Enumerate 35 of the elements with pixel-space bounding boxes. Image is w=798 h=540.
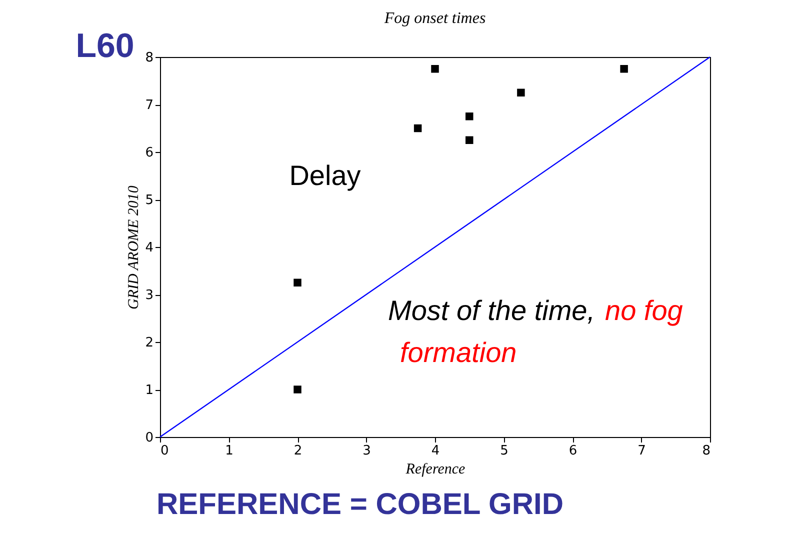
annotation: no fog (605, 295, 684, 326)
annotation: formation (400, 337, 517, 368)
x-tick-label: 2 (294, 444, 302, 458)
x-tick-label: 6 (568, 444, 578, 458)
y-tick-label: 2 (145, 336, 154, 350)
y-tick-label: 1 (145, 383, 154, 398)
annotation: Most of the time, (388, 295, 595, 326)
x-tick-label: 7 (638, 444, 646, 458)
x-tick-label: 0 (160, 444, 169, 458)
point (517, 88, 525, 96)
y-tick-label: 5 (145, 193, 154, 208)
y-axis-title: GRID AROME 2010 (126, 185, 142, 310)
point (620, 65, 628, 73)
point (294, 278, 302, 286)
point (466, 136, 474, 144)
y-tick-label: 0 (145, 430, 154, 446)
x-tick-label: 4 (431, 444, 440, 458)
y-tick-label: 7 (145, 98, 154, 113)
annotation: Delay (289, 160, 361, 191)
x-tick-label: 5 (500, 444, 508, 458)
y-tick-label: 6 (145, 146, 154, 160)
x-tick-label: 3 (362, 444, 371, 458)
text: REFERENCE = COBEL GRID (156, 488, 564, 521)
point (431, 65, 439, 73)
point (466, 112, 474, 120)
x-axis-title: Reference (404, 462, 466, 478)
x-tick-label: 8 (702, 444, 710, 458)
text: L60 (76, 27, 134, 65)
x-tick-label: 1 (225, 444, 234, 458)
y-tick-label: 8 (145, 50, 154, 66)
y-tick-label: 4 (145, 240, 154, 256)
point (294, 386, 302, 394)
y-tick-label: 3 (145, 288, 154, 303)
chart-title: Fog onset times (383, 10, 486, 27)
point (414, 124, 422, 132)
